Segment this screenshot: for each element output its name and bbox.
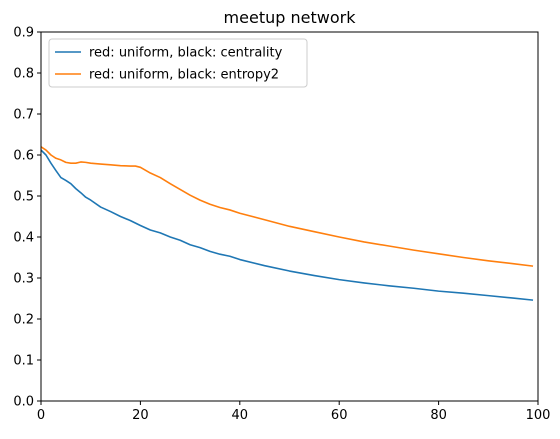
y-tick-label: 0.2 — [13, 313, 34, 328]
legend-box — [48, 38, 308, 88]
legend-label-2: red: uniform, black: entropy2 — [89, 68, 279, 83]
y-tick-label: 0.5 — [13, 190, 34, 205]
y-tick-label: 0.9 — [13, 26, 34, 41]
y-tick-label: 0.3 — [13, 272, 34, 287]
x-axis: 0 20 40 60 80 100 — [37, 401, 551, 423]
y-axis: 0.0 0.1 0.2 0.3 0.4 0.5 0.6 0.7 0.8 0.9 — [13, 26, 41, 410]
y-tick-label: 0.0 — [13, 395, 34, 410]
x-tick-label: 40 — [232, 408, 249, 423]
legend-label-1: red: uniform, black: centrality — [89, 46, 283, 61]
y-tick-label: 0.6 — [13, 149, 34, 164]
x-tick-label: 100 — [526, 408, 551, 423]
series-line-1 — [40, 149, 534, 301]
y-tick-label: 0.4 — [13, 231, 34, 246]
axes-frame — [40, 31, 539, 402]
x-tick-label: 0 — [37, 408, 45, 423]
y-tick-label: 0.1 — [13, 354, 34, 369]
legend: red: uniform, black: centrality red: unif… — [48, 38, 308, 88]
series-layer — [40, 146, 534, 301]
series-line-2 — [40, 146, 534, 267]
y-tick-label: 0.8 — [13, 67, 34, 82]
x-tick-label: 20 — [132, 408, 149, 423]
x-tick-label: 80 — [430, 408, 447, 423]
chart-title: meetup network — [224, 8, 357, 27]
y-tick-label: 0.7 — [13, 108, 34, 123]
x-tick-label: 60 — [331, 408, 348, 423]
